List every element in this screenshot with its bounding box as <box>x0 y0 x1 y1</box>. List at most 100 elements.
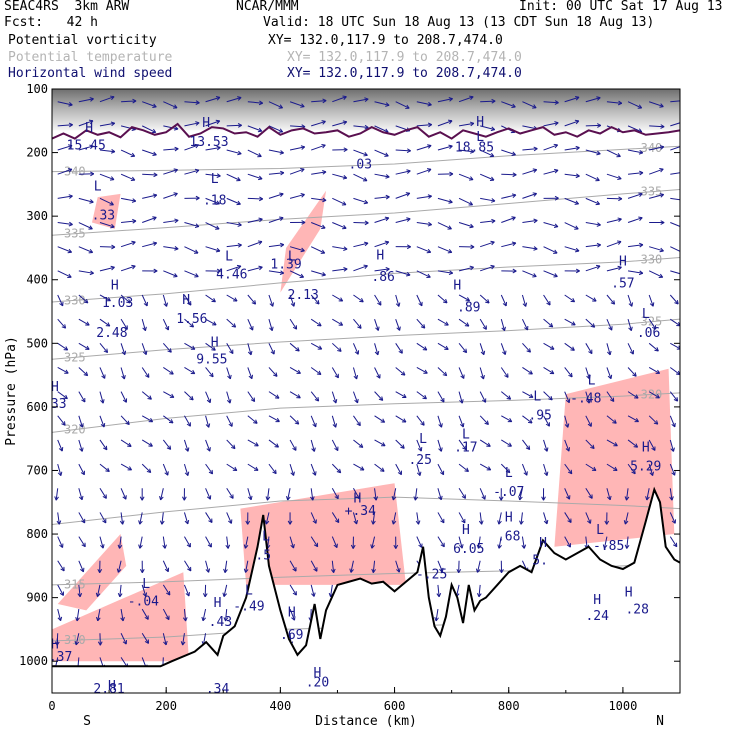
pv-annotation: 2.13 <box>288 288 319 303</box>
wind-vector-head <box>311 448 315 452</box>
wind-vector-head <box>461 496 466 499</box>
wind-vector <box>585 318 595 328</box>
wind-vector-head <box>231 446 236 450</box>
wind-vector <box>437 415 443 428</box>
wind-vector <box>245 560 249 573</box>
terrain-fill <box>52 489 680 693</box>
wind-vector-head <box>259 196 264 200</box>
wind-vector <box>646 488 650 501</box>
wind-vector-head <box>660 126 665 129</box>
wind-vector-head <box>406 104 410 109</box>
wind-vector-head <box>576 147 580 151</box>
wind-vector-head <box>142 351 147 355</box>
wind-vector-head <box>64 324 67 329</box>
wind-vector <box>78 145 94 151</box>
wind-vector-head <box>405 192 410 194</box>
wind-vector-head <box>69 101 73 106</box>
wind-vector-head <box>427 145 432 149</box>
wind-vector <box>120 608 124 621</box>
wind-vector-head <box>613 300 616 305</box>
wind-vector <box>202 608 207 621</box>
wind-vector <box>606 173 622 180</box>
wind-vector-head <box>449 270 454 274</box>
wind-vector-head <box>315 471 317 476</box>
wind-vector <box>310 294 320 305</box>
wind-vector-head <box>322 199 327 203</box>
wind-vector <box>585 512 591 524</box>
wind-vector <box>120 633 127 645</box>
wind-vector <box>479 149 495 157</box>
direction-north: N <box>656 714 664 729</box>
x-axis-label: Distance (km) <box>315 714 417 729</box>
wind-vector-head <box>279 242 284 246</box>
wind-vector-head <box>109 179 115 181</box>
wind-vector-head <box>152 241 157 244</box>
wind-vector-head <box>657 369 661 374</box>
wind-vector <box>353 242 369 248</box>
wind-vector <box>395 318 401 331</box>
wind-vector-head <box>79 448 83 452</box>
wind-vector-head <box>271 326 274 331</box>
wind-vector-head <box>102 544 105 549</box>
wind-vector <box>226 97 242 103</box>
wind-vector <box>395 391 407 398</box>
wind-vector-head <box>195 273 199 277</box>
wind-vector <box>543 342 555 350</box>
wind-vector-head <box>461 520 466 524</box>
wind-vector-head <box>385 268 390 272</box>
wind-vector <box>606 488 611 500</box>
wind-vector-head <box>372 520 376 525</box>
wind-vector-head <box>385 196 390 200</box>
wind-vector-head <box>596 96 601 99</box>
wind-vector <box>162 633 167 646</box>
wind-vector <box>289 536 295 549</box>
plot-frame <box>51 88 681 694</box>
wind-vector-head <box>509 418 513 422</box>
wind-vector-head <box>639 217 643 221</box>
header-init: Init: 00 UTC Sat 17 Aug 13 <box>519 0 723 14</box>
wind-vector <box>498 536 502 549</box>
wind-vector-head <box>656 420 659 425</box>
wind-vector-head <box>124 350 127 355</box>
wind-vector-head <box>174 193 178 197</box>
wind-vector-head <box>243 544 246 549</box>
wind-vector-head <box>652 302 655 307</box>
wind-vector-head <box>342 177 347 180</box>
pv-annotation: L <box>142 577 150 592</box>
wind-vector-head <box>237 224 242 227</box>
theta-label: 335 <box>641 185 663 199</box>
wind-vector-head <box>382 442 386 447</box>
wind-vector-head <box>541 496 544 501</box>
wind-vector-head <box>90 98 94 102</box>
wind-vector <box>289 168 305 175</box>
wind-vector <box>458 96 474 103</box>
wind-vector <box>353 149 368 156</box>
wind-vector-head <box>554 100 559 104</box>
wind-vector <box>311 120 326 127</box>
wind-vector-head <box>498 496 502 501</box>
wind-vector-head <box>279 152 284 155</box>
wind-vector-head <box>439 472 444 476</box>
wind-vector-head <box>237 176 241 181</box>
wind-vector-head <box>470 151 475 154</box>
wind-vector-head <box>223 568 226 573</box>
wind-vector-head <box>215 119 220 122</box>
wind-vector-head <box>427 248 432 253</box>
header-project: SEAC4RS 3km ARW <box>4 0 130 14</box>
wind-vector-head <box>380 470 385 472</box>
wind-vector-head <box>187 302 192 306</box>
wind-vector-head <box>83 301 88 304</box>
wind-vector-head <box>234 466 238 471</box>
wind-vector-head <box>139 544 143 549</box>
wind-vector-head <box>505 470 510 474</box>
wind-vector <box>226 343 234 354</box>
wind-vector-head <box>554 223 559 228</box>
wind-vector-head <box>406 217 411 220</box>
wind-vector <box>522 439 531 450</box>
wind-vector-head <box>356 423 361 427</box>
wind-vector-head <box>237 200 241 205</box>
wind-vector-head <box>481 399 486 403</box>
wind-vector <box>268 294 274 307</box>
wind-vector-head <box>110 201 114 206</box>
wind-vector <box>226 391 231 404</box>
